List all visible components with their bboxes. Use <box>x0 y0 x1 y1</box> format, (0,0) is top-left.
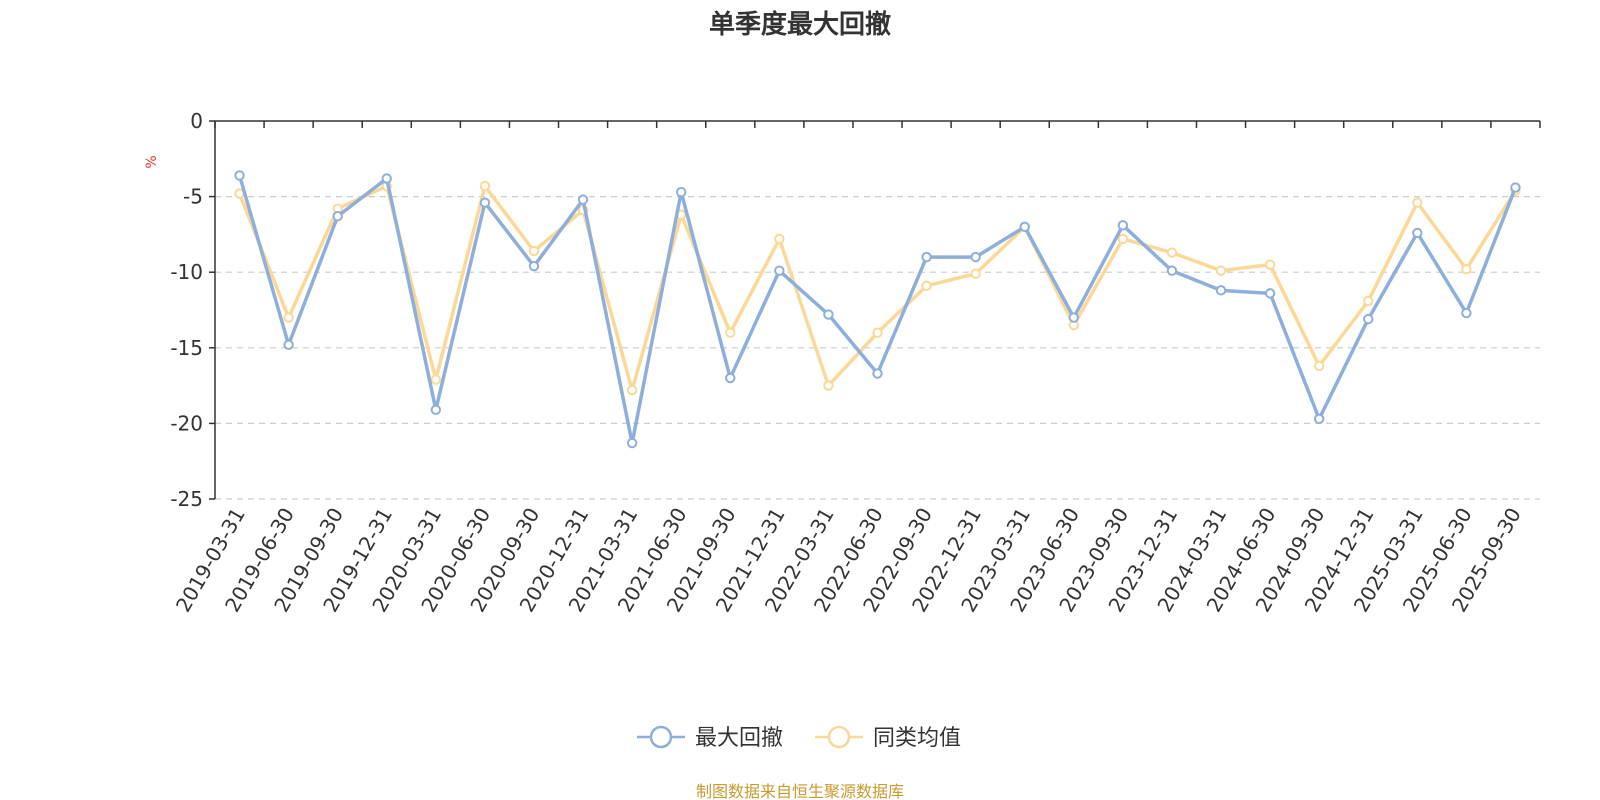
legend-marker-icon <box>649 725 673 749</box>
grid-lines <box>215 196 1540 500</box>
series-line <box>237 184 1518 392</box>
chart-title: 单季度最大回撤 <box>709 9 891 40</box>
data-point[interactable] <box>921 251 932 263</box>
data-point[interactable] <box>725 327 736 338</box>
data-point[interactable] <box>1264 288 1276 299</box>
data-point[interactable] <box>872 327 883 338</box>
data-point[interactable] <box>1264 259 1276 270</box>
data-point[interactable] <box>1412 197 1423 208</box>
series-lines <box>234 170 1521 449</box>
data-point[interactable] <box>970 268 981 279</box>
data-point[interactable] <box>823 380 834 391</box>
y-tick-label: 0 <box>190 109 203 133</box>
data-point[interactable] <box>1412 227 1423 239</box>
data-point[interactable] <box>1117 220 1129 231</box>
legend-item[interactable]: 同类均值 <box>815 725 961 751</box>
data-point[interactable] <box>1166 265 1178 276</box>
data-point[interactable] <box>626 384 638 396</box>
data-point[interactable] <box>1019 221 1030 233</box>
legend[interactable]: 最大回撤 同类均值 <box>637 725 961 751</box>
data-point[interactable] <box>479 197 491 208</box>
data-point[interactable] <box>970 251 981 263</box>
legend-item[interactable]: 最大回撤 <box>637 725 783 751</box>
data-point[interactable] <box>1461 307 1472 319</box>
data-point[interactable] <box>725 372 736 384</box>
data-point[interactable] <box>1166 247 1178 258</box>
data-point[interactable] <box>234 170 245 181</box>
data-point[interactable] <box>1510 182 1521 193</box>
data-point[interactable] <box>626 437 638 449</box>
data-point[interactable] <box>283 312 294 323</box>
data-point[interactable] <box>1215 265 1227 276</box>
y-tick-label: -20 <box>170 411 203 435</box>
data-point[interactable] <box>1363 313 1374 325</box>
data-point[interactable] <box>332 211 343 222</box>
data-point[interactable] <box>774 233 785 245</box>
data-point[interactable] <box>283 339 294 350</box>
series-line <box>237 173 1518 445</box>
data-point[interactable] <box>528 260 540 272</box>
data-point[interactable] <box>921 280 932 292</box>
data-point[interactable] <box>1363 295 1374 307</box>
data-point[interactable] <box>676 186 687 198</box>
data-point[interactable] <box>1068 312 1079 323</box>
y-tick-label: -25 <box>170 487 203 511</box>
data-point[interactable] <box>1313 360 1325 372</box>
data-point[interactable] <box>774 265 785 276</box>
y-axis-unit-label: % <box>144 155 160 168</box>
legend-marker-icon <box>827 725 851 749</box>
data-point[interactable] <box>381 173 392 184</box>
series-group <box>234 170 1521 449</box>
data-point[interactable] <box>430 374 442 385</box>
legend-label: 最大回撤 <box>695 726 783 751</box>
data-point[interactable] <box>1461 263 1472 275</box>
data-point[interactable] <box>1313 413 1325 425</box>
legend-label: 同类均值 <box>873 726 961 751</box>
data-point[interactable] <box>1117 233 1129 245</box>
y-tick-label: -5 <box>183 185 203 209</box>
series-group <box>234 180 1521 396</box>
data-point[interactable] <box>823 309 834 320</box>
source-note: 制图数据来自恒生聚源数据库 <box>696 782 904 800</box>
data-point[interactable] <box>430 404 442 415</box>
data-point[interactable] <box>1215 285 1227 296</box>
data-point[interactable] <box>528 245 540 257</box>
y-tick-label: -10 <box>170 260 203 284</box>
data-point[interactable] <box>872 368 883 379</box>
y-tick-label: -15 <box>170 336 203 360</box>
data-point[interactable] <box>577 194 589 205</box>
data-point[interactable] <box>479 180 491 192</box>
